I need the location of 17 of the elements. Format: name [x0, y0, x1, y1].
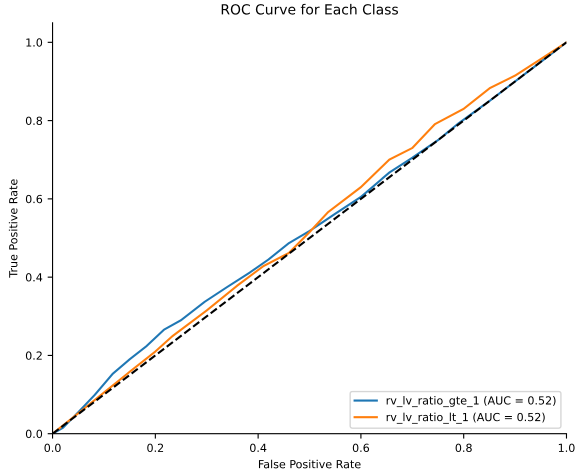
y-axis-title: True Positive Rate	[8, 179, 18, 278]
x-tick-label: 0.4	[250, 444, 266, 452]
y-tick-label: 1.0	[26, 38, 42, 47]
x-tick-label: 0.0	[44, 444, 61, 452]
y-tick-label: 0.0	[26, 430, 42, 438]
y-tick-label: 0.6	[26, 194, 42, 204]
x-tick-label: 1.0	[558, 444, 575, 452]
x-tick-label: 0.6	[352, 444, 370, 452]
legend-label: rv_lv_ratio_gte_1 (AUC = 0.52)	[386, 396, 556, 408]
x-tick-label: 0.2	[147, 444, 164, 452]
y-tick-label: 0.4	[26, 273, 42, 282]
chart-title: ROC Curve for Each Class	[222, 4, 398, 15]
y-tick-label: 0.8	[26, 116, 42, 125]
y-tick-label: 0.2	[26, 351, 42, 360]
legend-label: rv_lv_ratio_lt_1 (AUC = 0.52)	[386, 412, 545, 424]
x-tick-label: 0.8	[456, 444, 472, 452]
x-axis-title: False Positive Rate	[258, 460, 361, 468]
